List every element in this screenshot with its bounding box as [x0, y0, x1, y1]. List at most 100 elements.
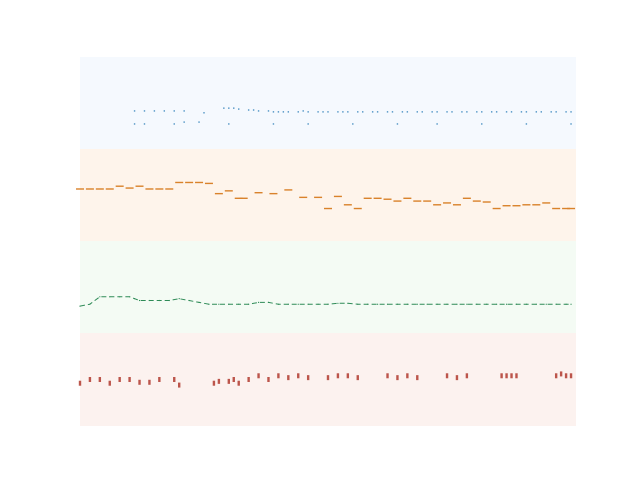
data-point-2-14: [204, 182, 213, 185]
data-point-3-49: [545, 303, 547, 305]
bands-layer: [80, 57, 576, 426]
data-point-3-1: [79, 305, 81, 307]
data-point-1-38: [421, 111, 423, 113]
data-point-4-18: [257, 373, 260, 379]
data-point-3-10: [158, 299, 160, 302]
data-point-4-28: [386, 373, 389, 379]
data-point-4-38: [515, 373, 518, 379]
data-point-2-5: [115, 185, 124, 187]
data-point-3-4: [109, 296, 111, 298]
series-3: [79, 296, 572, 307]
data-point-2-4: [105, 188, 114, 190]
data-point-1-66: [307, 123, 309, 125]
data-point-1-21: [302, 110, 304, 112]
data-point-3-9: [148, 299, 151, 302]
data-point-2-32: [403, 197, 412, 199]
data-point-1-31: [371, 111, 374, 113]
data-point-1-42: [451, 111, 453, 113]
marks-layer: [76, 107, 576, 388]
data-point-1-24: [322, 111, 324, 113]
data-point-1-71: [525, 123, 528, 125]
data-point-1-20: [297, 111, 299, 113]
data-point-4-26: [346, 373, 350, 379]
data-point-3-22: [277, 303, 279, 305]
data-point-3-20: [257, 301, 260, 303]
data-point-3-27: [327, 303, 329, 305]
data-point-2-19: [254, 192, 263, 194]
data-point-2-33: [413, 200, 422, 202]
data-point-1-36: [406, 111, 409, 113]
data-point-1-16: [272, 111, 275, 113]
data-point-1-7: [203, 112, 205, 114]
data-point-2-2: [85, 188, 94, 190]
data-point-2-20: [269, 192, 278, 195]
data-point-4-20: [277, 373, 280, 379]
data-point-4-6: [128, 377, 131, 382]
data-point-4-17: [247, 377, 250, 382]
data-point-1-59: [133, 123, 136, 125]
data-point-3-13: [188, 299, 190, 302]
data-point-3-26: [317, 303, 319, 305]
series-1: [133, 107, 572, 125]
data-point-3-32: [377, 303, 379, 305]
data-point-3-21: [267, 301, 270, 303]
data-point-1-2: [143, 110, 146, 112]
data-point-4-2: [88, 377, 92, 382]
data-point-1-14: [257, 110, 260, 112]
data-point-2-12: [185, 181, 194, 184]
data-point-3-31: [367, 303, 369, 305]
data-point-4-19: [267, 377, 270, 382]
data-point-1-63: [198, 121, 200, 123]
data-point-2-1: [76, 188, 84, 190]
data-point-1-69: [436, 123, 438, 125]
data-point-3-19: [248, 303, 250, 305]
data-point-2-24: [324, 207, 332, 210]
data-point-3-7: [133, 298, 136, 300]
data-point-3-24: [297, 303, 299, 305]
data-point-3-6: [129, 296, 131, 298]
data-point-2-37: [452, 204, 461, 206]
data-point-1-49: [505, 111, 508, 113]
data-point-3-45: [505, 303, 508, 305]
data-point-4-8: [148, 379, 151, 385]
data-point-3-5: [119, 296, 121, 298]
data-point-2-36: [443, 202, 452, 204]
data-point-1-56: [555, 111, 557, 113]
data-point-4-3: [98, 377, 102, 382]
data-point-1-12: [247, 109, 250, 111]
data-point-2-13: [195, 181, 204, 184]
data-point-1-58: [570, 111, 572, 113]
data-point-3-35: [406, 303, 408, 305]
data-point-1-30: [362, 111, 364, 113]
data-point-1-13: [252, 109, 255, 111]
data-point-1-60: [143, 123, 146, 125]
data-point-4-31: [416, 375, 419, 381]
data-point-2-22: [299, 196, 308, 199]
data-point-3-23: [287, 303, 289, 305]
data-point-3-37: [426, 303, 428, 305]
data-point-2-46: [542, 202, 551, 204]
data-point-1-15: [267, 110, 270, 112]
data-point-2-45: [532, 204, 541, 206]
data-point-4-21: [287, 375, 290, 381]
data-point-4-4: [108, 380, 111, 386]
data-point-1-40: [436, 111, 438, 113]
data-point-3-15: [208, 303, 210, 305]
data-point-1-64: [228, 123, 230, 125]
data-point-1-47: [490, 111, 493, 113]
data-point-2-28: [363, 197, 372, 199]
data-point-2-15: [214, 192, 223, 195]
data-point-4-42: [569, 373, 573, 379]
data-point-2-7: [135, 185, 144, 187]
data-point-2-11: [175, 181, 184, 184]
data-point-2-38: [462, 197, 471, 199]
data-point-1-37: [416, 111, 418, 113]
data-point-3-33: [386, 303, 389, 305]
data-point-3-28: [337, 302, 339, 304]
data-point-4-32: [445, 373, 449, 379]
data-point-3-3: [99, 296, 101, 298]
data-point-3-34: [396, 303, 399, 305]
data-point-2-18: [239, 197, 248, 199]
